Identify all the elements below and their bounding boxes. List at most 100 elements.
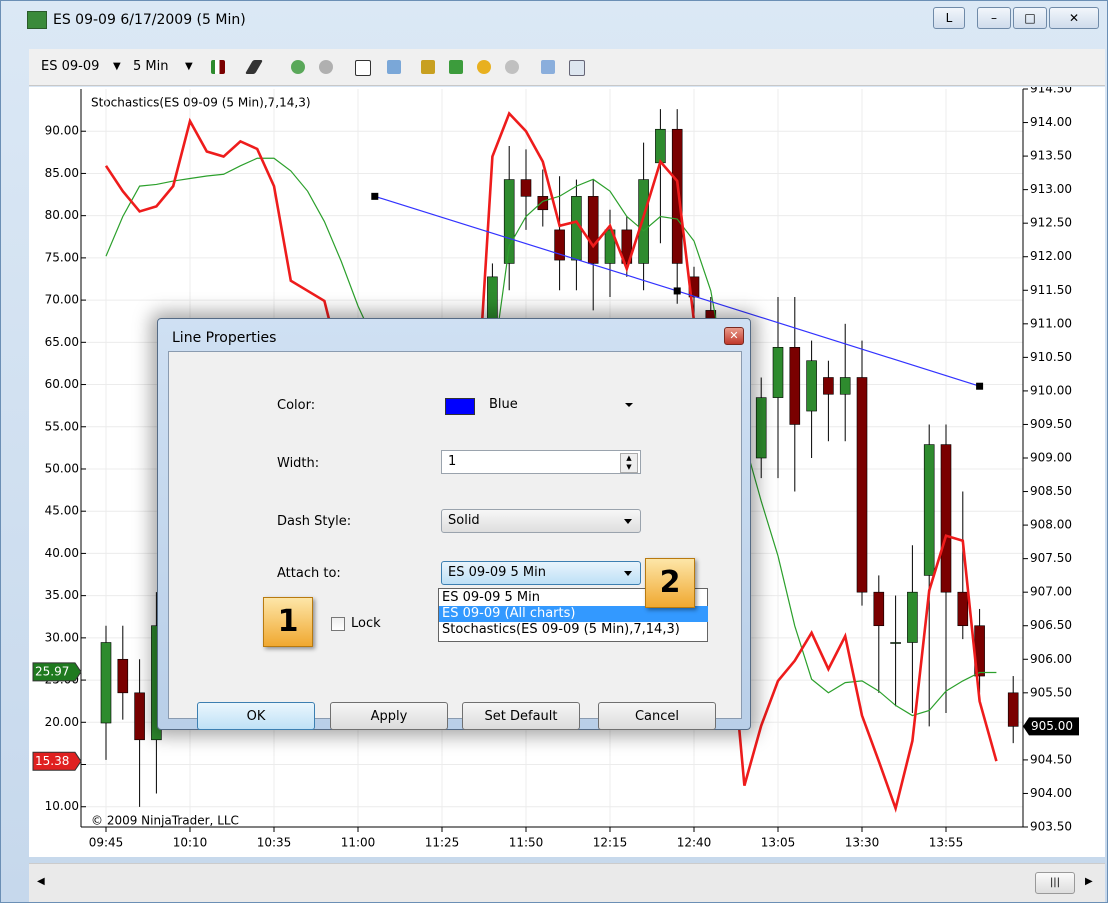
zoom-out-icon[interactable]: [319, 60, 333, 74]
y-tick-label: 75.00: [45, 250, 79, 264]
spin-buttons[interactable]: ▲ ▼: [620, 453, 638, 473]
candle-body: [940, 444, 952, 593]
candle-body: [839, 377, 851, 395]
candle-body: [1007, 692, 1019, 727]
value-marker: [32, 751, 82, 771]
lock-label: Lock: [351, 616, 381, 631]
lock-checkbox[interactable]: [331, 617, 345, 631]
attach-combo[interactable]: ES 09-09 5 Min: [441, 561, 641, 585]
width-label: Width:: [277, 456, 320, 471]
x-tick-label: 12:40: [677, 836, 712, 850]
candle-body: [520, 179, 532, 197]
candle-body: [621, 229, 633, 264]
apply-button[interactable]: Apply: [330, 702, 448, 730]
scroll-right[interactable]: ▶: [1085, 876, 1093, 887]
instrument-selector[interactable]: ES 09-09: [41, 59, 100, 74]
indicator-label: Stochastics(ES 09-09 (5 Min),7,14,3): [91, 96, 311, 110]
x-tick-label: 11:00: [341, 836, 376, 850]
attach-option[interactable]: ES 09-09 5 Min: [442, 590, 540, 605]
dropdown-arrow: [624, 571, 632, 576]
y-tick-label: 35.00: [45, 588, 79, 602]
y2-tick-label: 907.50: [1030, 551, 1072, 565]
y-tick-label: 10.00: [45, 799, 79, 813]
dropdown-arrow[interactable]: ▼: [113, 61, 121, 72]
color-picker[interactable]: Blue: [441, 394, 641, 418]
y2-tick-label: 904.50: [1030, 752, 1072, 766]
width-input[interactable]: 1 ▲ ▼: [441, 450, 641, 474]
cursor-icon[interactable]: [355, 60, 371, 76]
x-tick-label: 11:50: [509, 836, 544, 850]
value-marker: [32, 662, 82, 682]
y-tick-label: 50.00: [45, 461, 79, 475]
orders-icon[interactable]: [477, 60, 491, 74]
dialog-title: Line Properties: [172, 330, 277, 346]
set-default-button[interactable]: Set Default: [462, 702, 580, 730]
dropdown-arrow[interactable]: ▼: [185, 61, 193, 72]
color-swatch: [445, 398, 475, 415]
attach-option[interactable]: Stochastics(ES 09-09 (5 Min),7,14,3): [442, 622, 680, 637]
x-tick-label: 10:10: [173, 836, 208, 850]
attach-dropdown: ES 09-09 5 Min ES 09-09 (All charts) Sto…: [438, 588, 708, 642]
stoch-k-line: [104, 111, 998, 813]
line-anchor: [976, 382, 984, 390]
title-bar: ES 09-09 6/17/2009 (5 Min) L – □ ✕: [1, 1, 1107, 41]
dropdown-arrow: [624, 519, 632, 524]
indicator-icon[interactable]: [421, 60, 435, 74]
line-properties-dialog: Line Properties ✕ Color: Blue Width: 1 ▲…: [157, 318, 751, 730]
scroll-left[interactable]: ◀: [37, 876, 45, 887]
candle-body: [890, 642, 901, 644]
candle-body: [923, 444, 935, 576]
cancel-button[interactable]: Cancel: [598, 702, 716, 730]
candle-body: [587, 196, 599, 264]
candle-body: [604, 229, 616, 264]
candle-body: [823, 377, 834, 395]
color-label: Color:: [277, 398, 316, 413]
y-tick-label: 60.00: [45, 377, 79, 391]
y2-tick-label: 908.50: [1030, 484, 1072, 498]
attach-option-selected[interactable]: ES 09-09 (All charts): [439, 606, 708, 622]
y-tick-label: 70.00: [45, 293, 79, 307]
interval-selector[interactable]: 5 Min: [133, 59, 169, 74]
y2-tick-label: 904.00: [1030, 786, 1072, 800]
maximize-button[interactable]: □: [1013, 7, 1047, 29]
y2-tick-label: 913.50: [1030, 149, 1072, 163]
zoom-in-icon[interactable]: [291, 60, 305, 74]
y2-tick-label: 903.50: [1030, 820, 1072, 834]
candle-body: [856, 377, 868, 593]
x-tick-label: 10:35: [257, 836, 292, 850]
value-marker-label: 25.97: [35, 664, 69, 678]
close-button[interactable]: ✕: [1049, 7, 1099, 29]
alerts-icon[interactable]: [505, 60, 519, 74]
link-button[interactable]: L: [933, 7, 965, 29]
y2-tick-label: 906.00: [1030, 652, 1072, 666]
y2-tick-label: 909.50: [1030, 417, 1072, 431]
dash-combo[interactable]: Solid: [441, 509, 641, 533]
ok-button[interactable]: OK: [197, 702, 315, 730]
y2-tick-label: 914.00: [1030, 115, 1072, 129]
y2-tick-label: 906.50: [1030, 618, 1072, 632]
data-box-icon[interactable]: [387, 60, 401, 74]
price-marker-label: 905.00: [1031, 719, 1073, 733]
price-marker: [1023, 717, 1079, 736]
candle-body: [755, 397, 767, 459]
y2-tick-label: 911.00: [1030, 316, 1072, 330]
dialog-close[interactable]: ✕: [724, 327, 744, 345]
draw-icon[interactable]: [244, 60, 264, 74]
minimize-button[interactable]: –: [977, 7, 1011, 29]
y2-tick-label: 912.00: [1030, 249, 1072, 263]
y-tick-label: 30.00: [45, 630, 79, 644]
chart-style-icon[interactable]: [211, 60, 225, 74]
y-tick-label: 80.00: [45, 208, 79, 222]
y2-tick-label: 909.00: [1030, 451, 1072, 465]
x-tick-label: 13:30: [845, 836, 880, 850]
candle-body: [134, 692, 145, 741]
candle-body: [638, 179, 649, 264]
strategy-icon[interactable]: [449, 60, 463, 74]
callout-badge: 2: [645, 558, 695, 608]
dropdown-arrow: [625, 403, 633, 407]
scroll-thumb[interactable]: |||: [1035, 872, 1075, 894]
properties-icon[interactable]: [541, 60, 555, 74]
x-tick-label: 11:25: [425, 836, 460, 850]
list-icon[interactable]: [569, 60, 585, 76]
y2-tick-label: 907.00: [1030, 585, 1072, 599]
